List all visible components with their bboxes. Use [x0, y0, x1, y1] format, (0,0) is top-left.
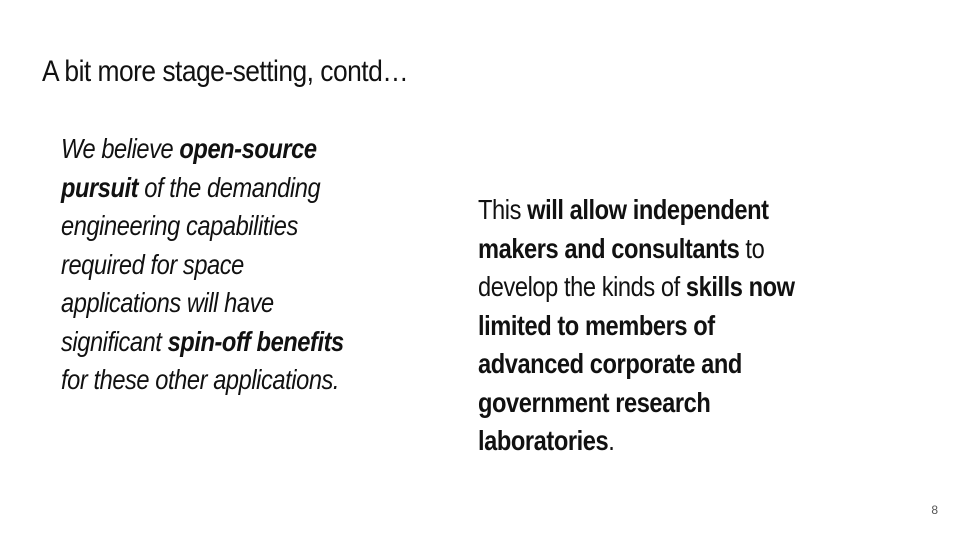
right-text-2: to develop the kinds of: [478, 232, 765, 303]
left-text-2: of the demanding engineering capabilitie…: [61, 171, 321, 357]
right-bold-2: skills now limited to members of advance…: [478, 271, 795, 456]
left-text-1: We believe: [61, 133, 180, 164]
left-text-3: for these other applications.: [61, 364, 340, 395]
left-paragraph: We believe open-source pursuit of the de…: [61, 130, 358, 400]
right-text-3: .: [608, 425, 615, 456]
slide-title: A bit more stage-setting, contd…: [42, 55, 409, 88]
right-paragraph: This will allow independent makers and c…: [478, 191, 826, 461]
page-number: 8: [931, 503, 938, 517]
left-bold-1: open-source pursuit: [61, 133, 317, 203]
right-text-1: This: [478, 194, 528, 225]
left-bold-2: spin-off benefits: [167, 325, 345, 357]
right-bold-1: will allow independent makers and consul…: [478, 194, 769, 264]
